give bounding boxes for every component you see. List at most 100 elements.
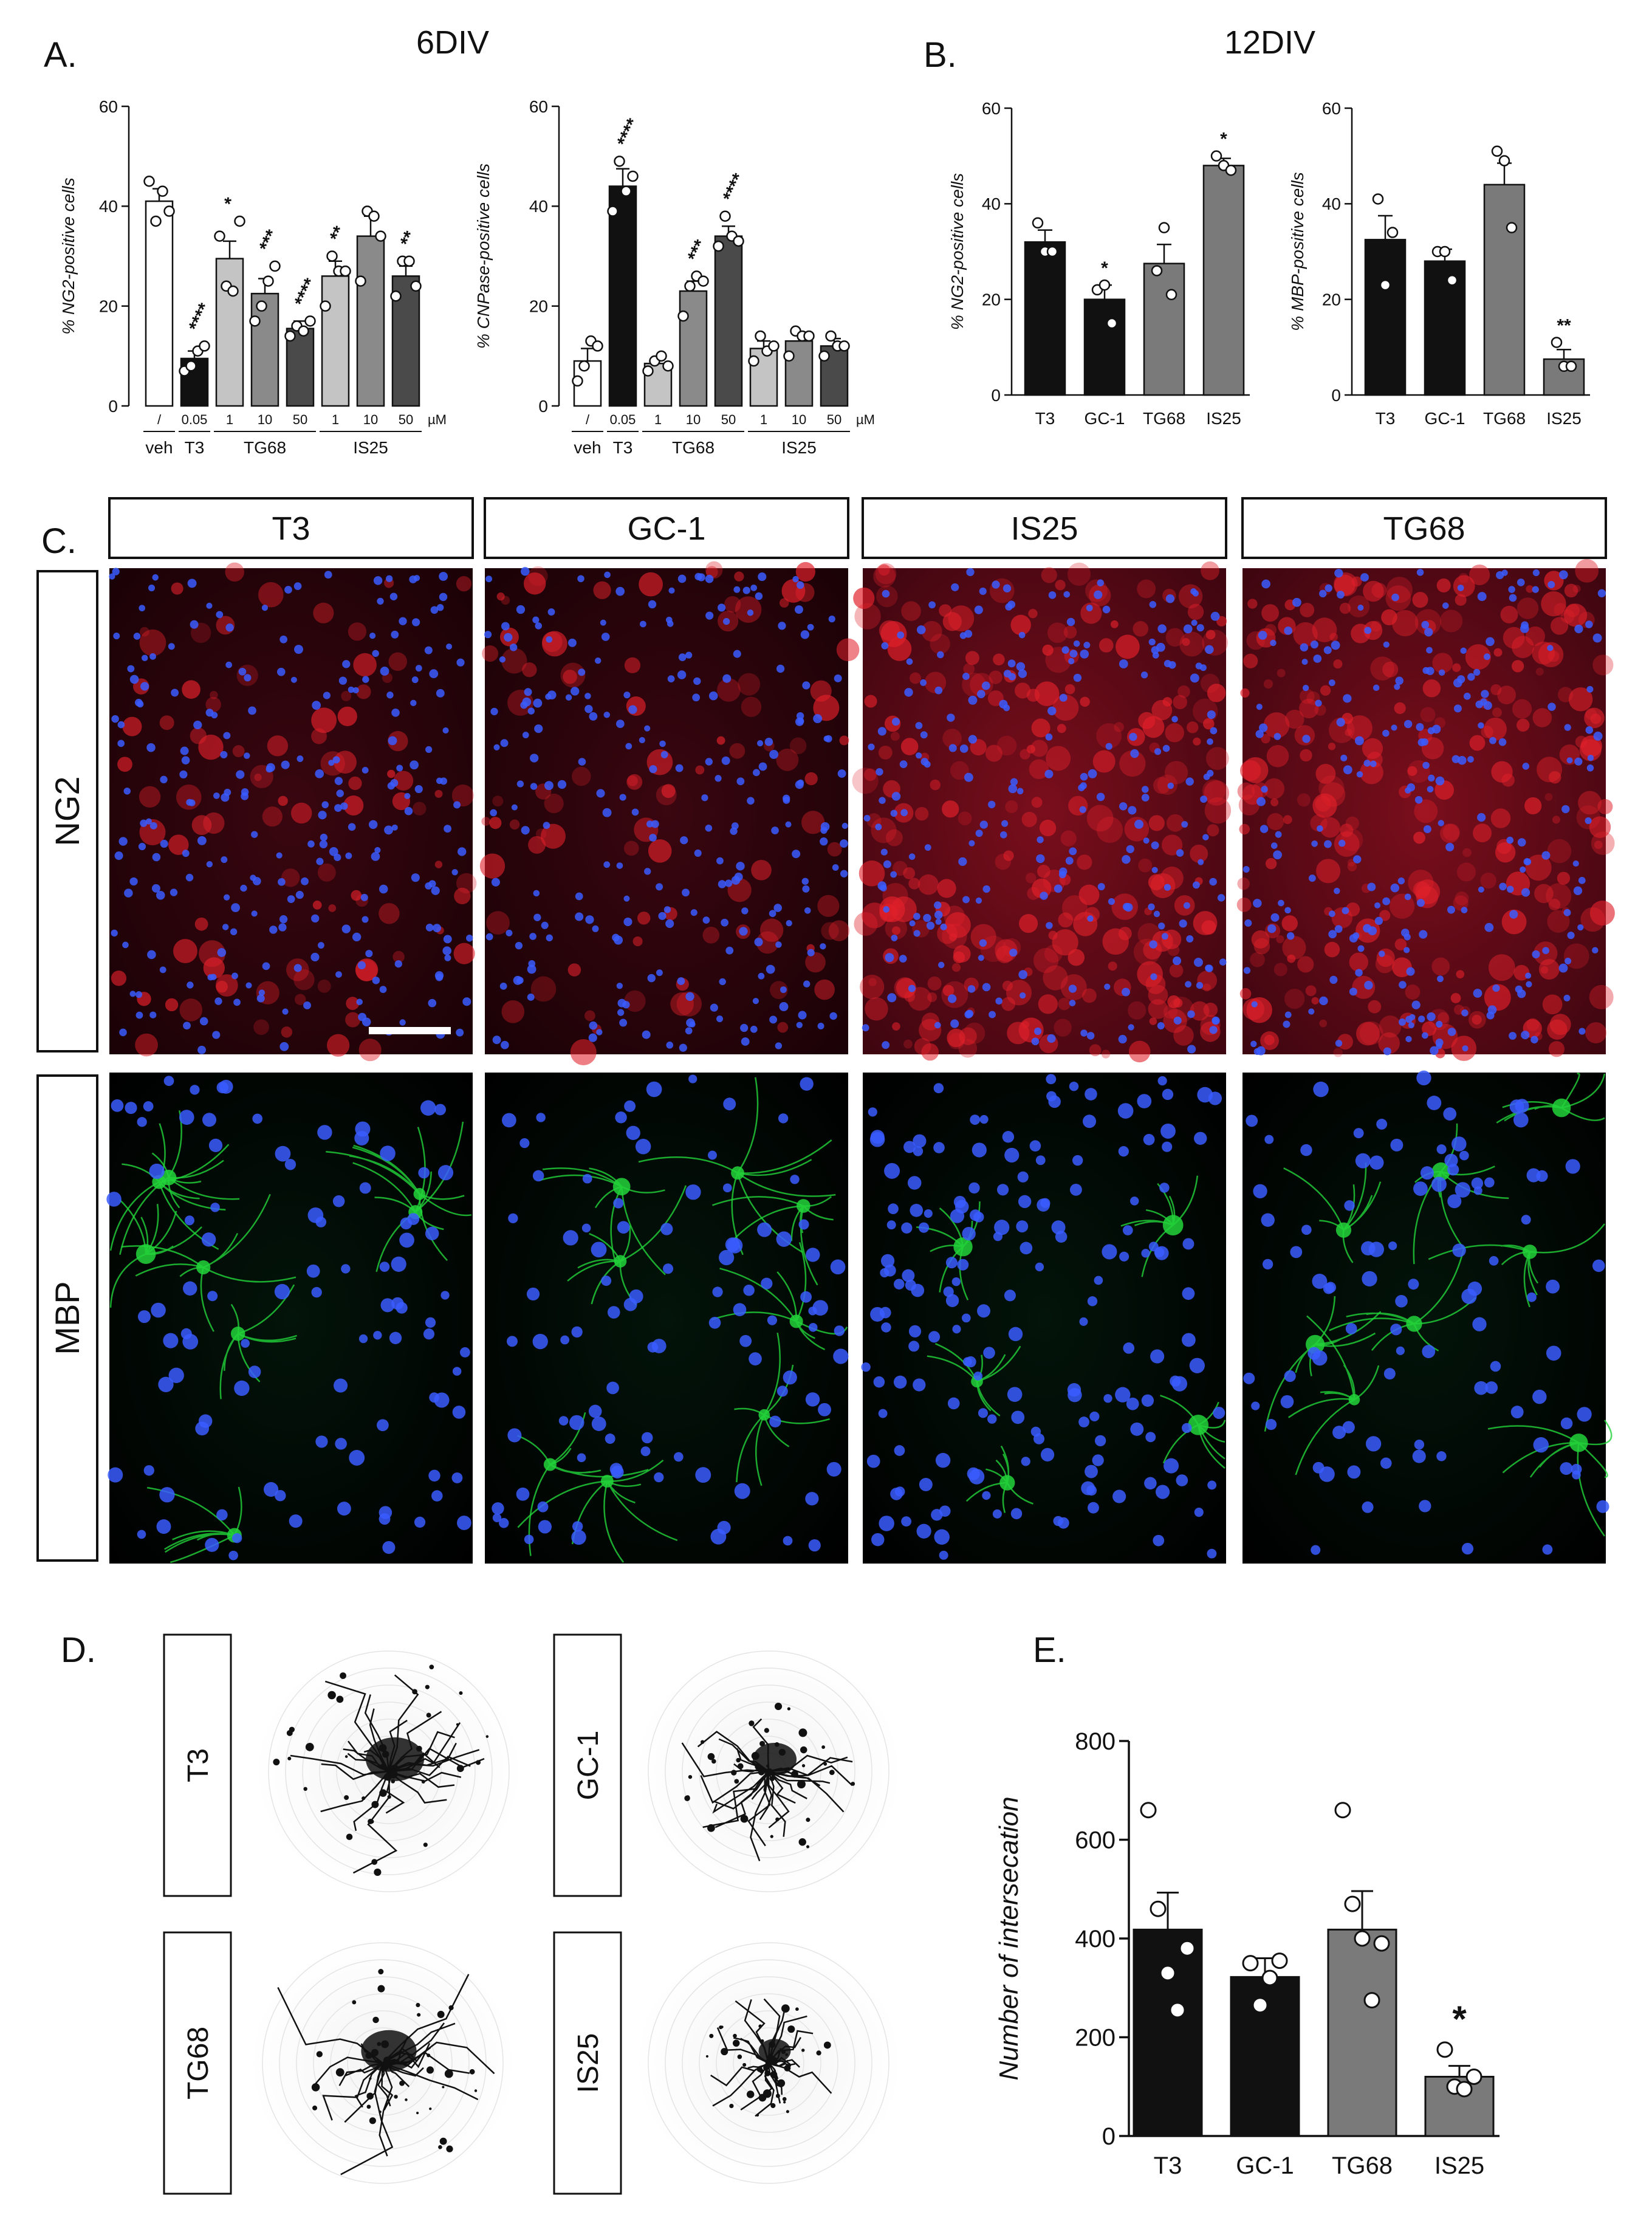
nucleus [1345,1323,1357,1334]
nucleus [913,1134,927,1148]
nucleus [572,1521,583,1532]
ng2-signal [1030,740,1048,757]
nucleus [1301,1224,1312,1235]
ng2-signal [1414,609,1442,636]
nucleus [689,1021,696,1028]
mbp-cell-body [413,1187,426,1200]
nucleus [1262,1259,1273,1270]
nucleus [623,692,631,699]
ng2-signal [1282,936,1306,960]
ng2-signal [1381,609,1397,626]
ng2-signal [1559,744,1580,765]
mbp-process [517,1459,678,1563]
ng2-signal [1378,1032,1400,1054]
nucleus [440,1291,450,1300]
nucleus [834,674,842,682]
nucleus [1009,949,1018,957]
nucleus [605,1434,615,1444]
data-point [262,275,274,287]
nucleus [1164,884,1171,891]
column-header-box [1241,497,1607,559]
nucleus [900,809,908,817]
nucleus [428,1469,440,1482]
nucleus [1313,654,1322,663]
nucleus [307,840,315,848]
ng2-signal [1585,1022,1607,1043]
nucleus [992,580,1000,589]
nucleus [516,977,524,984]
nucleus [356,998,363,1006]
ng2-signal [139,629,166,656]
nucleus [1455,1182,1471,1198]
nucleus [1047,706,1057,716]
ng2-signal [1525,854,1552,881]
nucleus [1123,1342,1135,1354]
nucleus [795,780,804,789]
data-point [199,340,210,352]
nucleus [1154,1246,1169,1260]
nucleus [404,806,413,816]
nucleus [185,873,194,882]
nucleus [886,1220,896,1230]
nucleus [642,1432,653,1444]
ng2-signal [1563,943,1589,969]
nucleus [1192,881,1200,889]
ng2-signal [1015,682,1031,699]
tracing-speck [769,2041,776,2048]
nucleus [639,620,646,628]
nucleus [238,667,247,676]
tracing-speck [374,1868,382,1877]
tracing-speck [787,2025,795,2033]
nucleus [1480,698,1487,706]
nucleus [1126,845,1134,853]
nucleus [1395,676,1404,685]
ng2-signal [727,878,752,902]
ng2-signal [1238,794,1260,816]
nucleus [506,929,513,936]
nucleus [1521,621,1529,630]
tracing-speck [737,1763,744,1770]
nucleus [1242,866,1250,873]
ng2-signal [1299,698,1319,719]
nucleus [766,964,775,974]
ng2-signal [1096,816,1123,843]
ng2-signal [379,903,400,924]
nucleus [1365,1436,1382,1452]
ng2-signal [1320,685,1331,696]
tracing-speck [701,1740,705,1744]
nucleus [1319,589,1327,598]
nucleus [111,929,118,937]
ng2-signal [171,582,183,595]
nucleus [978,955,984,961]
nucleus [890,871,897,878]
nucleus [369,633,376,639]
nucleus [537,1501,549,1513]
nucleus [934,910,943,919]
mbp-process [147,1486,242,1564]
ng2-signal [1329,633,1338,641]
nucleus [380,1298,395,1313]
ng2-signal [864,768,877,781]
concentration-label: 10 [792,412,806,427]
mbp-cell-body [1188,1415,1209,1435]
nucleus [924,1209,933,1218]
tracing-speck [756,2114,759,2117]
nucleus [1069,1000,1076,1006]
nucleus [133,633,141,640]
nucleus [1151,841,1159,850]
nucleus [1112,1489,1126,1503]
ng2-signal [313,602,334,623]
nucleus [721,918,729,927]
tracing-speck [485,1735,489,1738]
nucleus [532,1333,548,1350]
nucleus [916,625,926,634]
tracing-speck [755,1763,761,1770]
y-tick-label: 0 [1331,386,1341,405]
nucleus [893,1375,907,1389]
ng2-signal [1346,715,1373,741]
nucleus [546,934,553,942]
tracing-speck [736,1757,741,1763]
nucleus [733,650,741,658]
nucleus [1008,1327,1023,1342]
data-point [1436,2041,1453,2058]
